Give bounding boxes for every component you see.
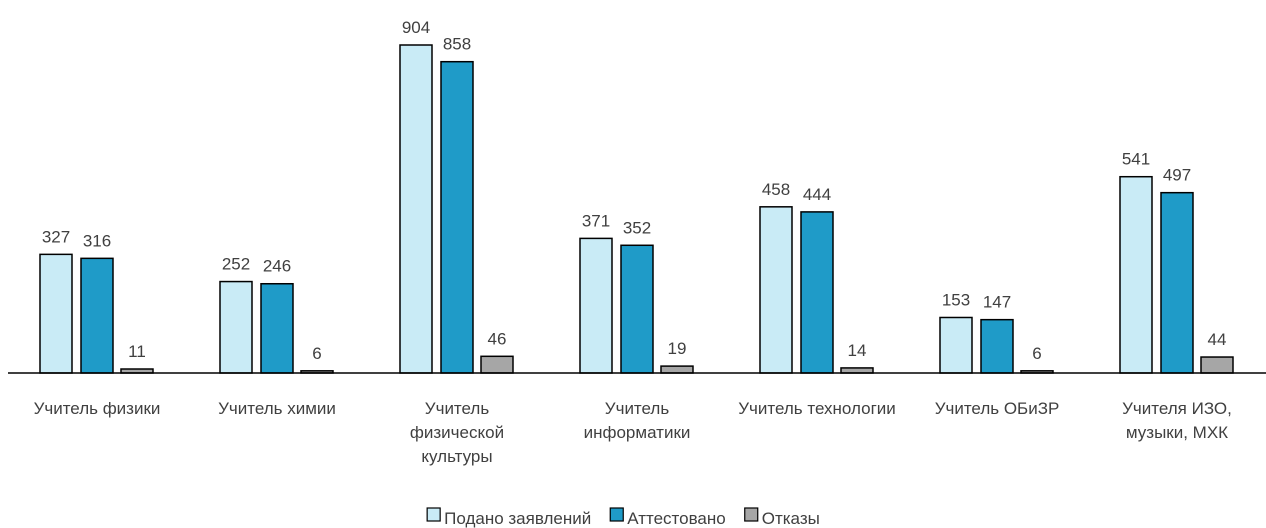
bar — [1160, 191, 1194, 374]
value-label: 19 — [668, 339, 687, 358]
bar — [480, 355, 514, 374]
value-label: 14 — [848, 341, 867, 360]
value-label: 497 — [1163, 166, 1191, 185]
x-tick-label: Учитель физики — [34, 399, 161, 418]
legend-swatch — [744, 507, 759, 522]
value-label: 6 — [312, 344, 321, 363]
x-tick-label: Учитель физической культуры — [410, 399, 504, 466]
bar — [660, 365, 694, 374]
bar — [219, 280, 253, 374]
value-label: 541 — [1122, 150, 1150, 169]
value-label: 11 — [128, 342, 146, 361]
x-tick-label: Учитель технологии — [738, 399, 896, 418]
value-label: 153 — [942, 290, 970, 309]
bar — [579, 237, 613, 374]
value-label: 858 — [443, 35, 471, 54]
bar — [840, 367, 874, 374]
value-label: 6 — [1032, 344, 1041, 363]
value-label: 444 — [803, 185, 831, 204]
bar — [980, 318, 1014, 374]
legend-swatch — [609, 507, 624, 522]
value-label: 904 — [402, 18, 430, 37]
x-tick-label: Учитель химии — [218, 399, 336, 418]
value-label: 246 — [263, 257, 291, 276]
legend-label: Отказы — [762, 509, 820, 528]
value-label: 327 — [42, 227, 70, 246]
value-label: 316 — [83, 231, 111, 250]
legend-swatch — [426, 507, 441, 522]
bar — [39, 253, 73, 374]
x-tick-label: Учитель информатики — [584, 399, 691, 442]
value-label: 352 — [623, 218, 651, 237]
legend-label: Аттестовано — [627, 509, 726, 528]
x-tick-label: Учитель ОБиЗР — [935, 399, 1060, 418]
legend-label: Подано заявлений — [444, 509, 591, 528]
bar — [620, 244, 654, 374]
bar — [80, 257, 114, 374]
x-tick-label: Учителя ИЗО, музыки, МХК — [1122, 399, 1232, 442]
bar — [399, 44, 433, 374]
value-label: 458 — [762, 180, 790, 199]
bar — [1119, 175, 1153, 374]
value-label: 44 — [1208, 330, 1227, 349]
bar — [939, 316, 973, 374]
value-label: 46 — [488, 329, 507, 348]
bar — [440, 60, 474, 374]
bar — [800, 211, 834, 374]
bar — [1200, 356, 1234, 374]
value-label: 252 — [222, 255, 250, 274]
bar — [260, 282, 294, 374]
value-label: 147 — [983, 293, 1011, 312]
bar — [759, 206, 793, 374]
value-label: 371 — [582, 211, 610, 230]
